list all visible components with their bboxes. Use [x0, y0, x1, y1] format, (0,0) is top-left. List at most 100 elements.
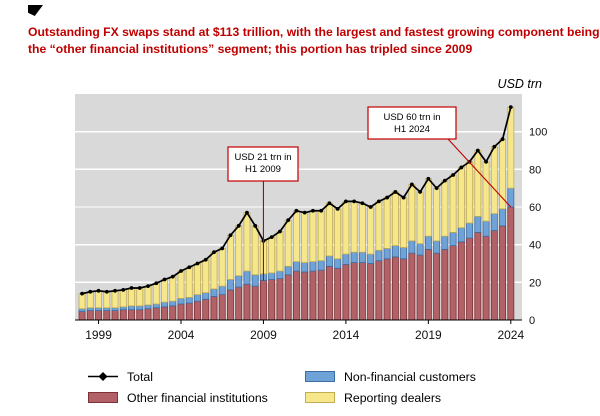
annotation-text: USD 60 trn in [383, 112, 440, 123]
total-line-marker [459, 165, 464, 170]
bar-segment [350, 251, 358, 263]
bar-segment [342, 253, 350, 265]
total-line-marker [137, 286, 142, 290]
bar-segment [78, 293, 86, 310]
bar-segment [218, 294, 226, 321]
bar-segment [177, 297, 185, 305]
bar-segment [103, 291, 111, 309]
y-tick-label: 0 [529, 315, 535, 327]
bar-segment [284, 265, 292, 276]
bar-segment [301, 271, 309, 321]
total-line-marker [286, 218, 291, 223]
bar-segment [400, 247, 408, 260]
bar-segment [177, 303, 185, 321]
bar-segment [136, 305, 144, 311]
legend-label-total: Total [127, 369, 153, 384]
bar-segment [235, 286, 243, 321]
bar-segment [169, 305, 177, 321]
bar-segment [424, 235, 432, 250]
bar-segment [128, 309, 135, 321]
bar-segment [185, 266, 193, 298]
bar-segment [268, 272, 276, 280]
bar-segment [202, 298, 210, 321]
total-line-marker [80, 291, 84, 296]
bar-segment [144, 308, 152, 321]
total-line-marker [492, 144, 497, 149]
total-line-marker [278, 229, 282, 234]
total-line-marker [294, 208, 299, 213]
total-line-marker [475, 148, 480, 153]
bar-segment [482, 235, 490, 321]
bar-segment [194, 294, 201, 302]
bar-segment [292, 210, 300, 263]
x-tick-label: 2024 [497, 328, 524, 342]
bar-segment [95, 290, 102, 309]
total-line-marker [245, 210, 249, 215]
bar-segment [251, 274, 259, 287]
bar-segment [95, 310, 102, 321]
bar-segment [358, 251, 366, 263]
other-financial-institutions-swatch [88, 392, 118, 403]
bar-segment [152, 303, 160, 309]
bar-segment [499, 225, 507, 321]
total-line-marker [508, 105, 513, 110]
bar-segment [276, 270, 284, 279]
total-line-marker [146, 284, 150, 288]
legend-item-reporting-dealers: Reporting dealers [305, 390, 476, 405]
bar-segment [342, 200, 350, 255]
bar-segment [317, 210, 325, 262]
bar-segment [358, 262, 366, 321]
bar-segment [119, 289, 127, 308]
bar-segment [128, 305, 135, 311]
bar-segment [457, 241, 465, 321]
annotation-text: USD 21 trn in [234, 152, 291, 163]
y-tick-label: 100 [529, 127, 547, 139]
bar-segment [235, 275, 243, 288]
bar-segment [408, 252, 416, 321]
bar-segment [86, 310, 94, 321]
bar-segment [227, 234, 234, 280]
legend-item-non-financial-customers: Non-financial customers [305, 369, 476, 384]
bar-segment [292, 270, 300, 321]
bar-segment [251, 225, 259, 276]
bar-segment [416, 254, 424, 321]
bar-segment [103, 307, 111, 311]
y-tick-label: 80 [529, 164, 541, 176]
bar-segment [276, 278, 284, 321]
legend-label-reporting-dealers: Reporting dealers [344, 390, 442, 405]
bar-segment [325, 265, 333, 321]
y-tick-label: 60 [529, 202, 541, 214]
bar-segment [474, 150, 482, 217]
bar-segment [400, 258, 408, 321]
chart-title-line2: the “other financial institutions” segme… [28, 41, 473, 56]
total-line-marker [376, 199, 381, 204]
bar-segment [251, 285, 259, 321]
bar-segment [86, 307, 94, 311]
total-line-marker [253, 223, 258, 228]
bar-segment [334, 267, 342, 321]
total-line-marker [500, 137, 505, 142]
bar-segment [391, 256, 399, 321]
total-line-marker [409, 182, 414, 187]
bar-segment [367, 206, 375, 255]
chart-title-line1: Outstanding FX swaps stand at $113 trill… [28, 25, 600, 39]
bar-segment [367, 253, 375, 264]
bar-segment [194, 263, 201, 295]
bar-segment [375, 249, 383, 262]
bar-segment [424, 248, 432, 321]
total-line-marker-icon [88, 371, 118, 382]
bar-segment [218, 248, 226, 287]
bar-segment [408, 183, 416, 242]
bar-segment [144, 285, 152, 306]
x-tick-label: 1999 [85, 328, 112, 342]
bar-segment [309, 270, 317, 321]
bar-segment [334, 208, 342, 260]
legend-label-non-financial-customers: Non-financial customers [344, 369, 476, 384]
bar-segment [400, 197, 408, 248]
bar-segment [111, 290, 119, 309]
bar-segment [449, 245, 457, 321]
bar-segment [441, 180, 449, 237]
non-financial-customers-swatch [305, 371, 335, 382]
bar-segment [457, 167, 465, 229]
annotation-text: H1 2024 [394, 124, 430, 135]
